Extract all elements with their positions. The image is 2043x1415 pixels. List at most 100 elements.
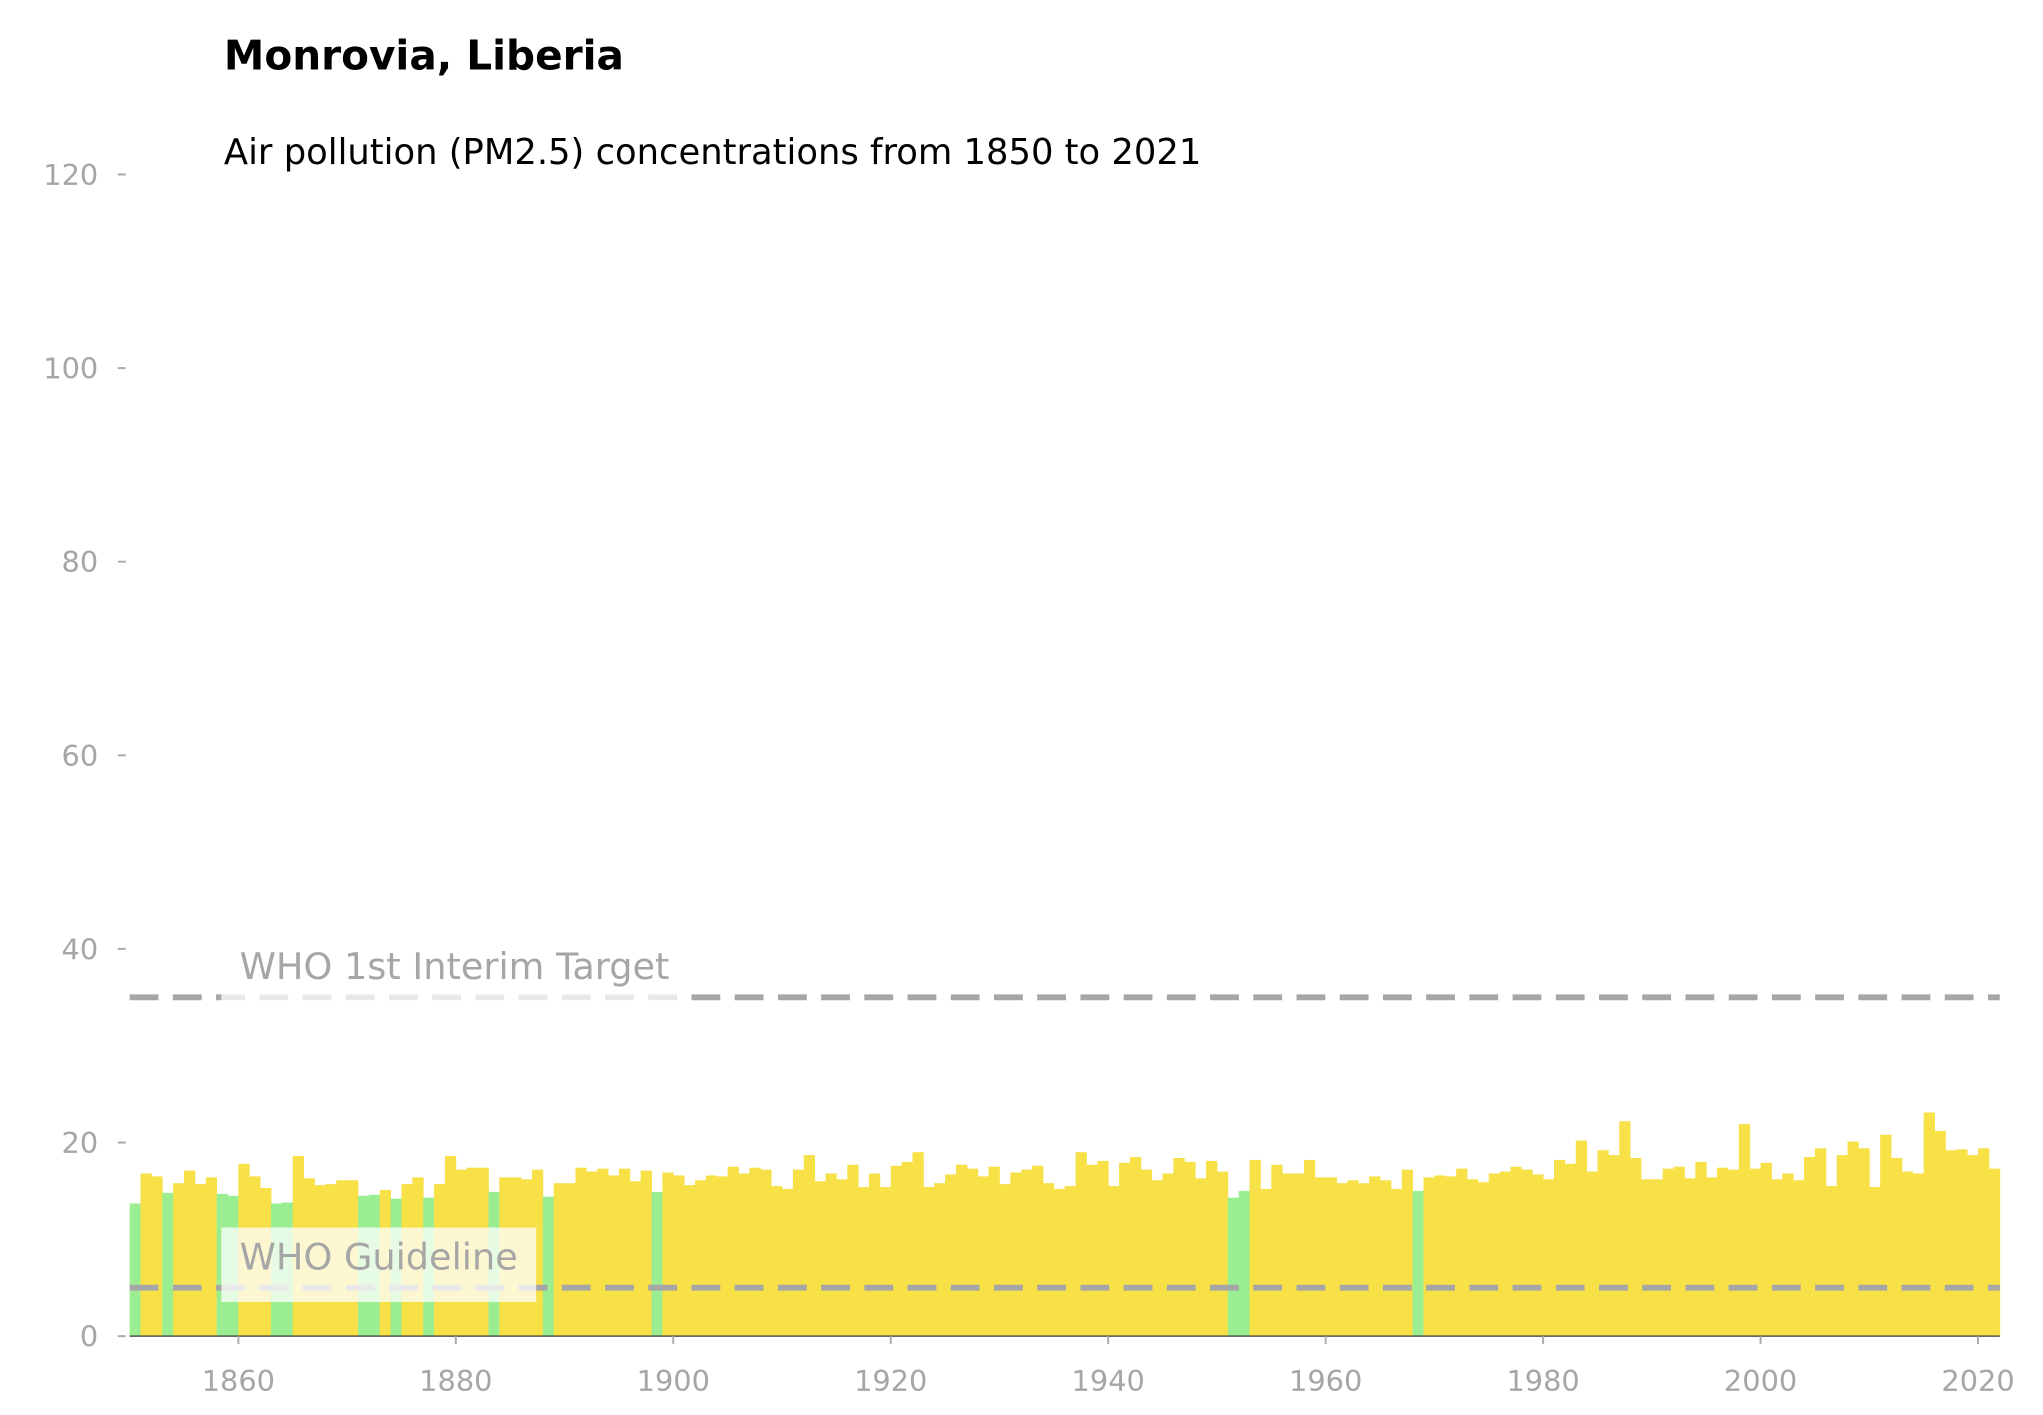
bar [162, 1192, 174, 1337]
bar [1684, 1178, 1696, 1337]
bar [205, 1177, 218, 1337]
bar [1325, 1177, 1337, 1337]
bar [531, 1169, 544, 1337]
bar [1467, 1179, 1479, 1337]
y-tick-label: 40 [62, 932, 99, 966]
bar [1010, 1172, 1022, 1337]
bar [934, 1183, 946, 1337]
bar [1086, 1164, 1098, 1337]
bar [1271, 1164, 1283, 1337]
x-tick-label: 1980 [1506, 1364, 1579, 1398]
bar [1521, 1169, 1533, 1337]
bar [1021, 1169, 1033, 1337]
bar [586, 1171, 598, 1337]
chart-subtitle: Air pollution (PM2.5) concentrations fro… [224, 132, 1201, 173]
bar [1260, 1188, 1272, 1337]
bar [1293, 1173, 1305, 1337]
bar [1140, 1169, 1153, 1337]
bar [1695, 1161, 1707, 1337]
bar [771, 1186, 783, 1337]
bar [955, 1164, 968, 1337]
bar [1640, 1179, 1653, 1337]
bar [847, 1164, 859, 1337]
bar [912, 1152, 924, 1337]
bar [1923, 1112, 1935, 1337]
bar [716, 1176, 729, 1337]
bar [1162, 1173, 1174, 1337]
x-tick-label: 1920 [854, 1364, 927, 1398]
bar [1369, 1176, 1381, 1337]
bar [988, 1166, 1000, 1337]
bar [825, 1173, 837, 1337]
x-tick-label: 1860 [202, 1364, 275, 1398]
bar [1836, 1155, 1848, 1337]
bar [1717, 1167, 1729, 1337]
bar [1445, 1176, 1457, 1337]
bar [1597, 1150, 1609, 1337]
bar [1738, 1124, 1751, 1337]
bar [1760, 1162, 1772, 1337]
bar [966, 1168, 979, 1337]
bar [662, 1172, 674, 1337]
bar [760, 1169, 772, 1337]
bar [1401, 1169, 1414, 1337]
x-tick-label: 1940 [1072, 1364, 1145, 1398]
bar [1727, 1169, 1740, 1337]
bar [1227, 1197, 1240, 1337]
bar [1358, 1183, 1370, 1337]
bar [901, 1161, 913, 1337]
bar [1673, 1166, 1685, 1337]
x-tick-label: 1900 [637, 1364, 710, 1398]
bar [173, 1183, 185, 1337]
bar [1901, 1171, 1914, 1337]
bar [814, 1181, 826, 1337]
bar [1575, 1140, 1588, 1337]
bar [1390, 1188, 1403, 1337]
bar [1510, 1166, 1522, 1337]
bar [945, 1174, 957, 1337]
bar [1793, 1180, 1805, 1337]
bar [1206, 1160, 1218, 1337]
bar [1075, 1152, 1087, 1337]
bars [129, 1112, 2001, 1337]
bar [1499, 1171, 1511, 1337]
bar [1195, 1178, 1207, 1337]
reference-label: WHO Guideline [240, 1235, 518, 1278]
bar [194, 1184, 207, 1337]
bar [1651, 1179, 1664, 1337]
bar [1553, 1159, 1566, 1337]
bar [749, 1167, 761, 1337]
y-tick-label: 80 [62, 545, 99, 579]
y-tick-label: 20 [62, 1126, 99, 1160]
bar [1814, 1148, 1827, 1337]
bar [879, 1187, 892, 1337]
bar [1749, 1168, 1761, 1337]
bar [977, 1176, 990, 1337]
bar [1314, 1177, 1327, 1337]
bar [1782, 1173, 1794, 1337]
bar [575, 1167, 587, 1337]
reference-label-background [221, 1227, 537, 1302]
y-tick-label: 60 [62, 739, 99, 773]
axes: 0 20 40 60 80 100 120 1860 1880 1900 1920 1940 1960 1… [43, 158, 2014, 1398]
bar [1543, 1179, 1555, 1337]
bar [1706, 1177, 1718, 1337]
bar [727, 1166, 739, 1337]
bar [1771, 1179, 1783, 1337]
bar [1347, 1180, 1359, 1337]
bar [890, 1165, 903, 1337]
bar [629, 1181, 642, 1337]
bar [640, 1170, 652, 1337]
bar [1412, 1190, 1424, 1337]
bar [705, 1175, 718, 1337]
bar [1032, 1165, 1044, 1337]
bar [738, 1173, 750, 1337]
bar [1119, 1162, 1131, 1337]
bar [1945, 1150, 1957, 1337]
bar [1912, 1173, 1925, 1337]
bar [1173, 1157, 1185, 1337]
bar [782, 1188, 794, 1337]
bar [1064, 1186, 1076, 1337]
bar [1988, 1168, 2001, 1337]
